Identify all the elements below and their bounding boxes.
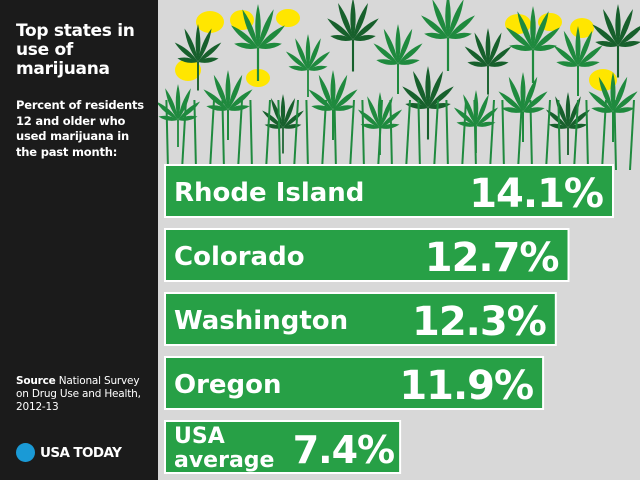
cannabis-leaf-icon [402,66,454,140]
brand-dot-icon [16,443,35,462]
plant-stem [305,99,309,170]
plant-stem [445,99,449,170]
plant-stem [349,99,355,170]
source-text: National Survey on Drug Use and Health, … [16,375,141,413]
value-label: 12.7% [425,235,559,281]
plant-stem [489,99,495,170]
cannabis-leaf-icon [285,34,331,98]
plant-stem [545,99,551,170]
flower-blossom-icon [589,69,617,91]
flower-blossom-icon [196,11,224,33]
plant-stem [601,99,607,170]
cannabis-leaf-icon [174,23,222,91]
plant-stem [557,99,561,170]
cannabis-leaf-icon [498,72,548,142]
plant-stem [377,99,383,170]
cannabis-leaf-icon [553,26,603,96]
plant-stem [405,99,411,170]
plant-stem [209,99,215,170]
brand-name: USA TODAY [40,444,122,461]
category-label: Oregon [174,370,282,400]
bar-usa-average [164,420,402,474]
plant-stem [529,99,533,170]
plant-stem [433,99,439,170]
plant-stem [265,99,271,170]
plant-stem [473,99,477,170]
sidebar: Top states in use of marijuana Percent o… [0,0,158,480]
plant-stem [585,99,589,170]
plant-stem [517,99,523,170]
bar-rhode-island [164,164,614,218]
cannabis-leaf-icon [262,94,304,154]
chart-title: Top states in use of marijuana [16,21,135,79]
plant-stem [389,99,393,170]
category-label: USA average [174,424,274,473]
plant-stem [613,99,617,170]
cannabis-leaf-icon [231,3,285,82]
plant-stem [249,99,253,170]
cannabis-leaf-icon [506,5,560,84]
cannabis-leaf-icon [588,72,638,142]
plant-stem [501,99,505,170]
source-label: Source [16,375,56,387]
plant-stem [573,99,579,170]
value-label: 12.3% [412,299,546,345]
source-note: Source National Survey on Drug Use and H… [16,375,151,414]
plant-stem [293,99,299,170]
cannabis-plants-illustration [158,0,640,170]
bar-washington [164,292,557,346]
plant-stem [277,99,281,170]
plant-stem [237,99,243,170]
cannabis-leaf-icon [327,0,379,72]
value-label: 7.4% [293,428,394,472]
cannabis-leaf-icon [421,0,475,72]
plant-stem [165,99,169,170]
cannabis-leaf-icon [464,27,512,95]
flower-blossom-icon [276,9,300,27]
cannabis-leaf-icon [373,24,423,94]
cannabis-leaf-icon [592,4,640,78]
plant-stem [321,99,327,170]
bar-colorado [164,228,570,282]
plant-stem [181,99,187,170]
plant-stem [361,99,365,170]
value-label: 11.9% [399,363,533,409]
cannabis-leaf-icon [308,70,358,140]
plant-stem [193,99,197,170]
cannabis-leaf-icon [203,70,253,140]
flower-blossom-icon [570,18,594,38]
bar-oregon [164,356,545,410]
category-label: Colorado [174,242,305,272]
flower-blossom-icon [175,59,201,81]
plant-stem [461,99,467,170]
brand-logo: USA TODAY [16,443,122,462]
plant-stem [221,99,225,170]
plant-stem [417,99,421,170]
value-label: 14.1% [469,171,603,217]
plant-stem [629,99,635,170]
plant-stem [333,99,337,170]
chart-subtitle: Percent of residents 12 and older who us… [16,98,144,159]
category-label: Washington [174,306,348,336]
category-label: Rhode Island [174,178,364,208]
